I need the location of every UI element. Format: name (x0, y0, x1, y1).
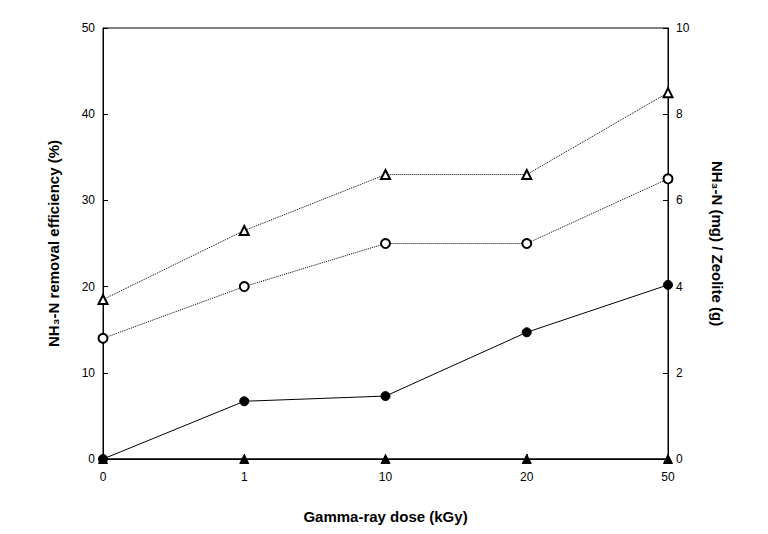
svg-text:1: 1 (241, 470, 248, 484)
svg-text:10: 10 (82, 366, 96, 380)
svg-text:0: 0 (88, 452, 95, 466)
svg-text:0: 0 (676, 452, 683, 466)
svg-text:20: 20 (82, 280, 96, 294)
svg-text:30: 30 (82, 193, 96, 207)
svg-text:40: 40 (82, 107, 96, 121)
svg-text:NH₃-N removal efficiency (%): NH₃-N removal efficiency (%) (45, 140, 62, 347)
svg-text:10: 10 (676, 21, 690, 35)
svg-text:6: 6 (676, 193, 683, 207)
svg-text:8: 8 (676, 107, 683, 121)
svg-text:Gamma-ray dose (kGy): Gamma-ray dose (kGy) (303, 508, 467, 525)
svg-text:50: 50 (661, 470, 675, 484)
svg-text:50: 50 (82, 21, 96, 35)
svg-text:2: 2 (676, 366, 683, 380)
svg-text:10: 10 (379, 470, 393, 484)
svg-text:0: 0 (100, 470, 107, 484)
svg-text:NH₃-N (mg) / Zeolite (g): NH₃-N (mg) / Zeolite (g) (709, 161, 726, 326)
svg-text:4: 4 (676, 280, 683, 294)
svg-text:20: 20 (520, 470, 534, 484)
